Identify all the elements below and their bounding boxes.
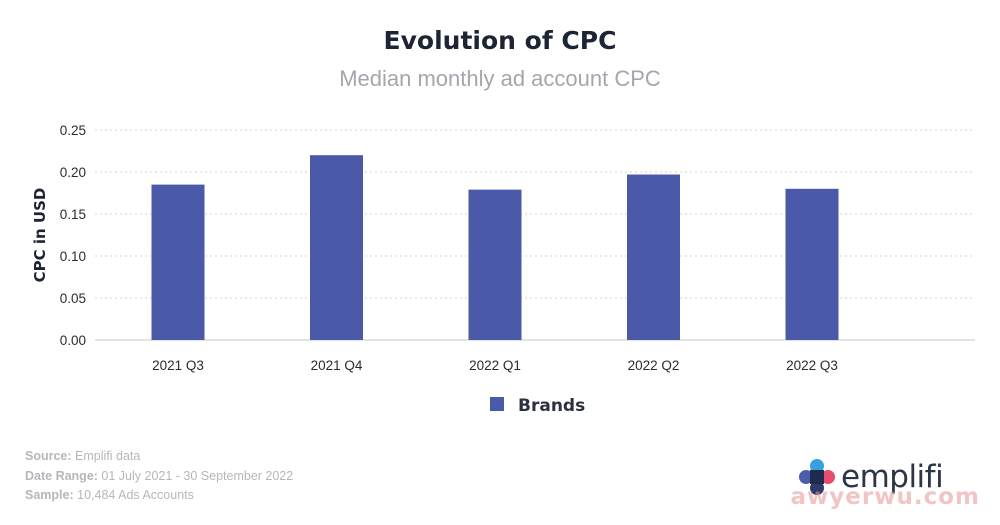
footer-date-range: Date Range: 01 July 2021 - 30 September … [25, 467, 293, 487]
y-tick-label: 0.05 [60, 291, 86, 306]
y-tick-label: 0.15 [60, 207, 86, 222]
y-tick-labels: 0.00 0.05 0.10 0.15 0.20 0.25 [60, 123, 86, 348]
watermark: awyerwu.com [790, 484, 980, 510]
emplifi-logo-icon [799, 459, 835, 495]
bar [151, 184, 205, 340]
bar [468, 189, 522, 340]
legend-label-brands: Brands [518, 396, 585, 416]
x-tick-label: 2022 Q2 [628, 358, 680, 373]
bar [627, 174, 680, 340]
x-tick-label: 2022 Q3 [786, 358, 838, 373]
x-tick-labels: 2021 Q3 2021 Q4 2022 Q1 2022 Q2 2022 Q3 [152, 358, 838, 373]
y-tick-label: 0.20 [60, 165, 86, 180]
footer-sample-value: 10,484 Ads Accounts [77, 488, 194, 502]
grid-lines [95, 129, 975, 341]
emplifi-logo-text: emplifi [841, 459, 944, 495]
footer-source: Source: Emplifi data [25, 447, 293, 467]
bar [785, 188, 839, 340]
emplifi-logo: emplifi [797, 455, 944, 499]
y-tick-label: 0.10 [60, 249, 86, 264]
y-axis-title: CPC in USD [31, 188, 49, 283]
bars [151, 155, 839, 340]
footer-range-value: 01 July 2021 - 30 September 2022 [101, 468, 294, 483]
footer-sample-key: Sample: [25, 488, 74, 502]
legend-swatch [490, 397, 504, 411]
chart-svg: 0.000.050.100.150.200.25 2021 Q3 2021 Q4 2… [31, 123, 975, 416]
x-tick-label: 2022 Q1 [469, 358, 521, 373]
footer-source-value: Emplifi data [75, 449, 141, 463]
footer-notes: Source: Emplifi data Date Range: 01 July… [25, 447, 293, 506]
chart-title: Evolution of CPC [383, 26, 617, 55]
bar [310, 155, 363, 340]
x-tick-label: 2021 Q3 [152, 358, 204, 373]
x-tick-label: 2021 Q4 [311, 358, 363, 373]
y-tick-label: 0.25 [60, 123, 86, 138]
footer-sample: Sample: 10,484 Ads Accounts [25, 486, 293, 506]
y-tick-label: 0.00 [60, 333, 86, 348]
legend: Brands [490, 396, 585, 416]
chart-subtitle: Median monthly ad account CPC [339, 66, 661, 91]
footer-range-key: Date Range: [25, 468, 98, 483]
footer-source-key: Source: [25, 449, 72, 463]
